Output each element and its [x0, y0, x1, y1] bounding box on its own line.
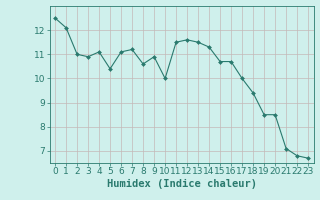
- X-axis label: Humidex (Indice chaleur): Humidex (Indice chaleur): [107, 179, 257, 189]
